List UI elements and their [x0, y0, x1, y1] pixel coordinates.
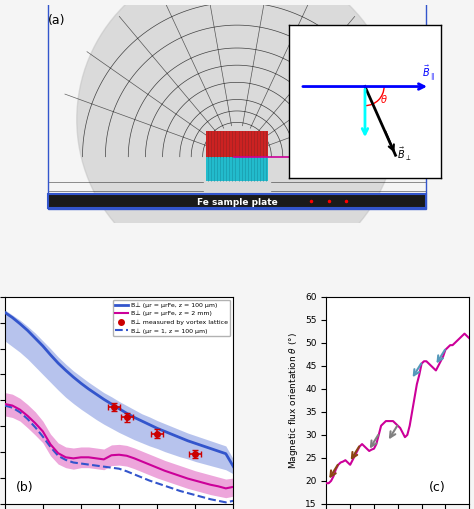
Text: $\vec{B}_{\perp}$: $\vec{B}_{\perp}$ — [397, 146, 411, 163]
Text: Fe sample plate: Fe sample plate — [197, 198, 277, 207]
FancyBboxPatch shape — [206, 157, 268, 181]
Text: $\theta$: $\theta$ — [380, 93, 388, 105]
Circle shape — [77, 0, 397, 280]
Text: (a): (a) — [48, 14, 66, 26]
FancyBboxPatch shape — [48, 194, 426, 208]
FancyBboxPatch shape — [206, 131, 268, 157]
Y-axis label: Magnetic flux orientation $\theta$ (°): Magnetic flux orientation $\theta$ (°) — [287, 332, 300, 469]
Text: (c): (c) — [429, 482, 446, 494]
Text: (b): (b) — [16, 482, 34, 494]
Legend: B⊥ (μr = μrFe, z = 100 μm), B⊥ (μr = μrFe, z = 2 mm), B⊥ measured by vortex latt: B⊥ (μr = μrFe, z = 100 μm), B⊥ (μr = μrF… — [113, 300, 230, 336]
Text: $\vec{B}_{\parallel}$: $\vec{B}_{\parallel}$ — [422, 64, 435, 83]
